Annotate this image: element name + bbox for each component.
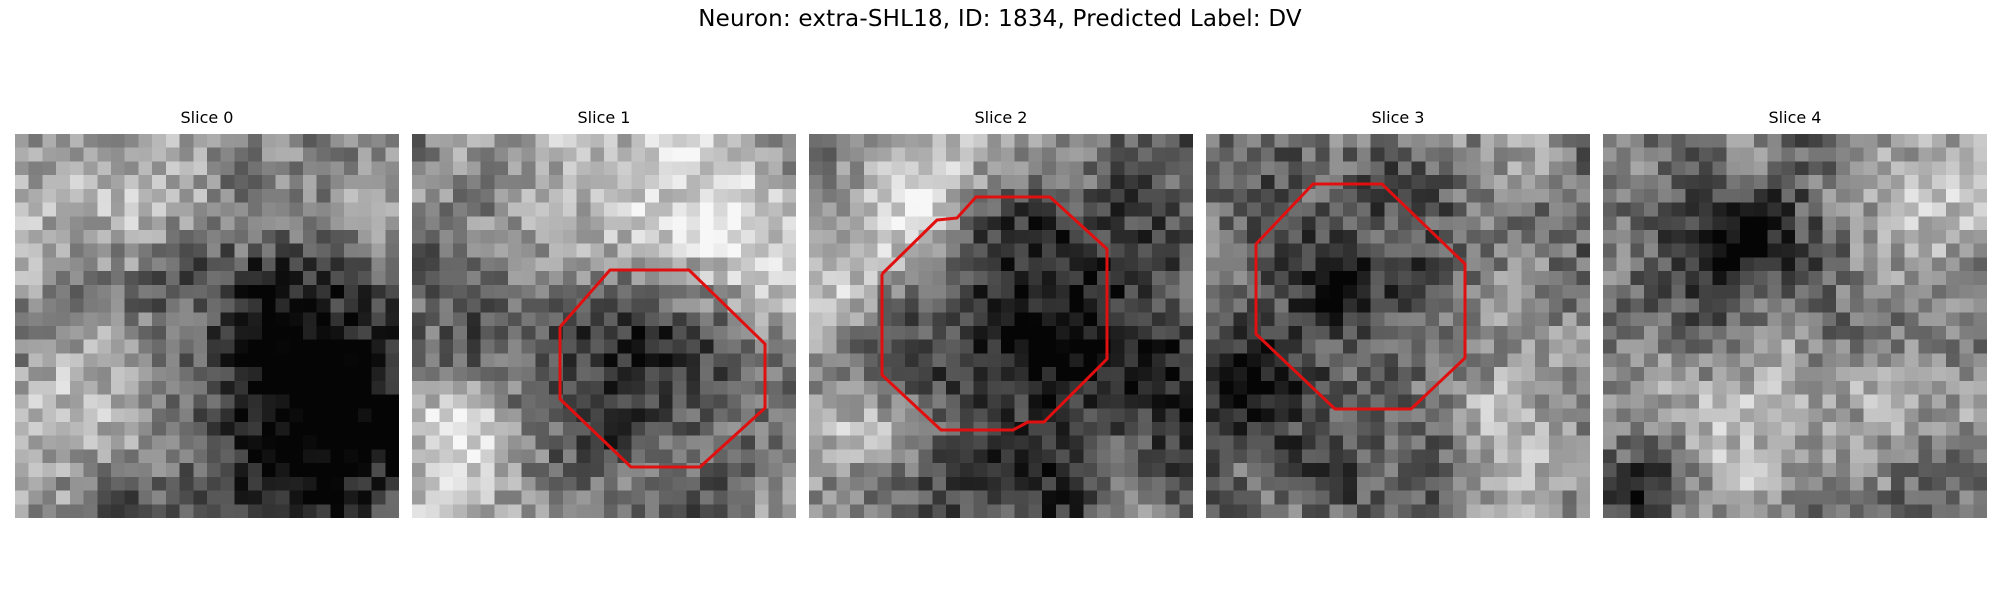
- slice-2-title: Slice 2: [974, 108, 1028, 127]
- figure-title: Neuron: extra-SHL18, ID: 1834, Predicted…: [698, 6, 1302, 32]
- slice-4-title: Slice 4: [1768, 108, 1822, 127]
- slice-1-title: Slice 1: [577, 108, 631, 127]
- slice-3-contour: [1254, 182, 1467, 411]
- slice-2-image: [809, 134, 1193, 518]
- slice-0-title: Slice 0: [180, 108, 234, 127]
- slice-0-image: [15, 134, 399, 518]
- slice-2-contour: [880, 195, 1109, 432]
- slice-1-image: [412, 134, 796, 518]
- slice-3-image: [1206, 134, 1590, 518]
- slice-1-contour: [558, 268, 767, 469]
- slice-3-title: Slice 3: [1371, 108, 1425, 127]
- slice-4-image: [1603, 134, 1987, 518]
